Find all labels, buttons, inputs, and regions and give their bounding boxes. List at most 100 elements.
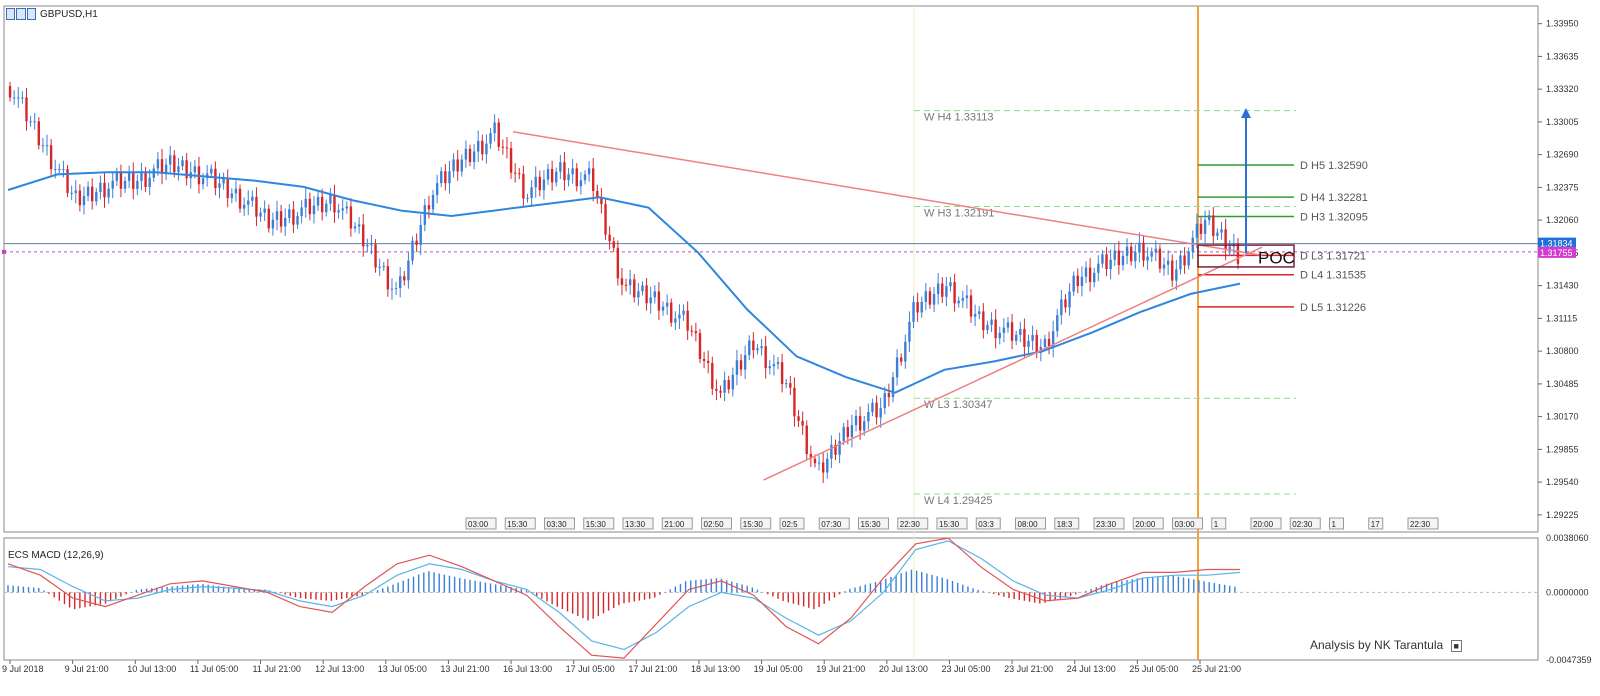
- candle-body: [181, 160, 184, 167]
- macd-panel-frame: [3, 537, 1539, 661]
- candle-body: [1072, 275, 1075, 292]
- candle-body: [538, 176, 542, 191]
- candle-body: [312, 205, 316, 215]
- session-tag-box: [1172, 517, 1203, 530]
- session-tag-label: 23:30: [1096, 520, 1117, 529]
- session-tag-box: [975, 517, 1001, 530]
- macd-tick-label: -0.0047359: [1546, 655, 1592, 665]
- candle-body: [1199, 223, 1203, 234]
- candle-body: [600, 197, 603, 205]
- candle-body: [86, 186, 90, 196]
- session-tag-label: 21:00: [664, 520, 685, 529]
- symbol-label: GBPUSD,H1: [40, 8, 98, 20]
- candle-body: [661, 306, 665, 311]
- candle-body: [768, 366, 771, 369]
- session-tag-box: [1093, 517, 1125, 530]
- candle-body: [1093, 272, 1096, 283]
- session-tag-box: [465, 517, 497, 530]
- candle-body: [136, 180, 139, 189]
- candle-body: [201, 178, 205, 185]
- candle-body: [407, 260, 410, 281]
- candle-body: [320, 196, 324, 213]
- session-tag-box: [1289, 517, 1321, 530]
- weekly-pivot-label: W H4 1.33113: [924, 112, 994, 124]
- session-tag-label: 15:30: [939, 520, 960, 529]
- session-tag-label: 03:30: [547, 520, 568, 529]
- candle-body: [119, 172, 123, 189]
- candle-body: [620, 278, 624, 285]
- price-tick-label: 1.31430: [1546, 281, 1579, 291]
- candle-body: [1035, 334, 1038, 353]
- candle-body: [670, 302, 673, 323]
- candle-body: [1162, 264, 1166, 269]
- session-tag-label: 15:30: [507, 520, 528, 529]
- candle-body: [70, 192, 73, 194]
- candle-body: [1064, 299, 1067, 308]
- candle-body: [481, 140, 484, 155]
- candle-body: [731, 374, 735, 390]
- candle-body: [1084, 267, 1088, 277]
- candle-body: [653, 291, 656, 298]
- price-tick-label: 1.32060: [1546, 215, 1579, 225]
- time-tick-label: 19 Jul 21:00: [816, 664, 865, 674]
- candle-body: [1134, 252, 1137, 262]
- expand-icon[interactable]: ■: [1450, 640, 1462, 652]
- candle-body: [435, 183, 439, 196]
- macd-main-line: [7, 537, 1240, 659]
- candle-body: [41, 145, 45, 147]
- candle-body: [1236, 243, 1240, 264]
- weekly-pivot-label: W H3 1.32191: [924, 208, 994, 220]
- candle-body: [362, 224, 365, 247]
- candle-body: [739, 360, 743, 370]
- candle-body: [164, 164, 168, 174]
- candle-body: [238, 188, 242, 209]
- candle-body: [534, 176, 537, 188]
- session-tag-box: [544, 517, 575, 530]
- session-tag-label: 22:30: [900, 520, 921, 529]
- candle-body: [924, 291, 928, 302]
- price-tick-label: 1.29540: [1546, 477, 1579, 487]
- candle-body: [641, 285, 644, 292]
- chart-window-icon[interactable]: [6, 8, 36, 20]
- session-tag-label: 08:00: [1018, 520, 1039, 529]
- candle-body: [127, 172, 131, 181]
- candle-body: [1047, 338, 1051, 347]
- candle-body: [509, 148, 513, 173]
- candle-body: [530, 187, 533, 198]
- candle-body: [575, 168, 578, 187]
- candle-body: [982, 311, 985, 331]
- candle-body: [764, 346, 767, 369]
- candle-body: [555, 171, 558, 183]
- candle-body: [522, 173, 525, 199]
- candle-body: [1138, 242, 1141, 253]
- candle-body: [411, 240, 414, 261]
- candle-body: [817, 462, 821, 464]
- candle-body: [341, 208, 344, 211]
- candle-body: [374, 244, 377, 268]
- candle-body: [247, 200, 250, 205]
- candle-body: [592, 168, 595, 191]
- session-tag-label: 15:30: [586, 520, 607, 529]
- candle-body: [559, 162, 562, 172]
- candle-body: [542, 179, 546, 191]
- candle-body: [772, 364, 776, 367]
- candle-body: [21, 97, 24, 99]
- daily-pivot-label: D L4 1.31535: [1300, 270, 1366, 282]
- moving-average-line: [7, 171, 1241, 394]
- candle-body: [990, 319, 993, 325]
- candle-body: [325, 203, 328, 213]
- session-tag-label: 20:00: [1253, 520, 1274, 529]
- candle-body: [82, 195, 86, 206]
- candle-body: [723, 379, 726, 393]
- candle-body: [1014, 334, 1018, 341]
- candle-body: [160, 159, 164, 174]
- candle-body: [386, 266, 390, 290]
- session-tag-label: 15:30: [743, 520, 764, 529]
- candle-body: [702, 359, 706, 361]
- candle-body: [489, 133, 492, 144]
- price-tick-label: 1.30170: [1546, 412, 1579, 422]
- candle-body: [296, 216, 299, 225]
- candle-body: [895, 357, 899, 378]
- candle-body: [587, 168, 591, 175]
